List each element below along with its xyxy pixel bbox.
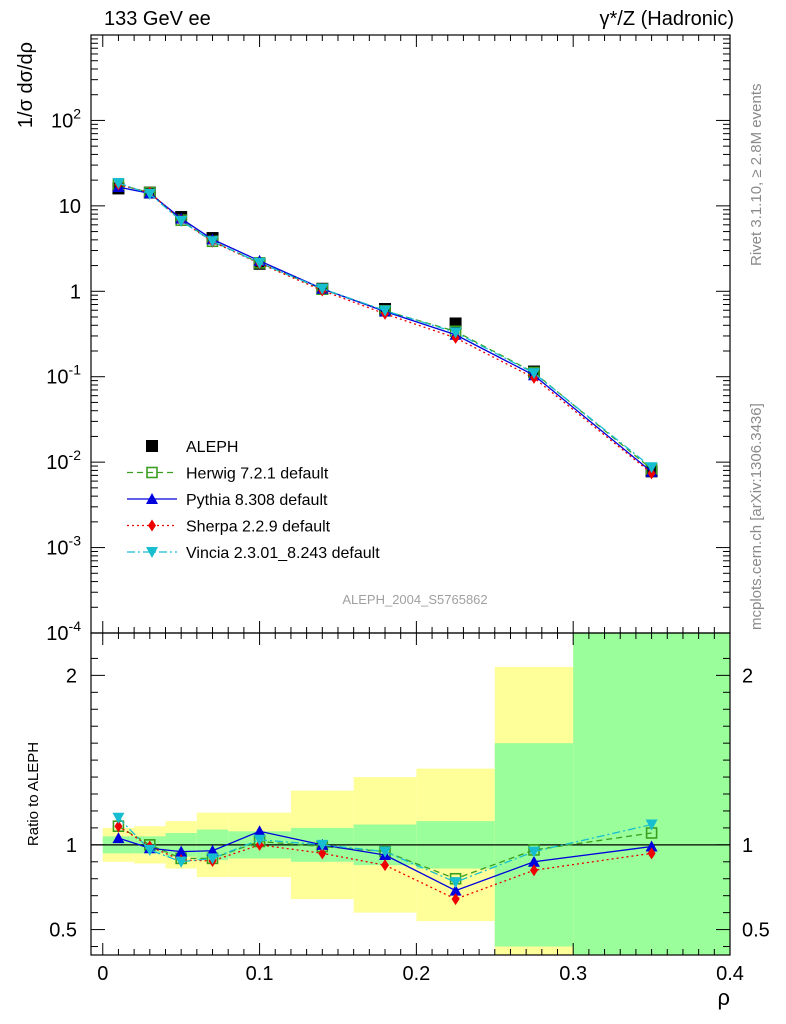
ratio-data-point (647, 847, 656, 860)
ratio-data-point (112, 832, 125, 844)
ratio-y-tick-label: 1 (66, 835, 77, 857)
ratio-data-point (206, 844, 219, 856)
y-tick-label: 10-3 (46, 533, 81, 560)
y-tick-label: 10-2 (46, 447, 81, 474)
ratio-data-point (451, 893, 460, 906)
ratio-data-point (114, 820, 123, 833)
main-data-point (647, 467, 656, 480)
ratio-data-point (253, 834, 266, 846)
ratio-data-point (175, 845, 188, 857)
y-tick-exponent: -3 (69, 533, 82, 549)
ratio-y-tick-label-right: 2 (742, 665, 753, 687)
legend-marker (146, 493, 158, 504)
main-data-point (143, 188, 156, 200)
ratio-data-point (527, 855, 540, 867)
main-data-point (316, 283, 329, 295)
axes-layer: 0 0.1 0.2 0.3 0.4ρ 10-4 10-3 10-2 10-1 1 10 102 1/σ … (15, 34, 770, 1010)
ratio-y-tick-label: 0.5 (49, 920, 77, 942)
ratio-y-tick-label-right: 1 (742, 835, 753, 857)
main-data-point (253, 257, 266, 269)
main-plot-frame (90, 34, 731, 634)
main-data-point (206, 236, 219, 248)
y-axis-label-ratio: Ratio to ALEPH (25, 742, 42, 846)
y-tick-exponent: -2 (69, 447, 82, 463)
ratio-data-point (379, 846, 392, 858)
stat-uncertainty-band-9 (573, 633, 730, 955)
header-right-label: γ*/Z (Hadronic) (599, 8, 734, 30)
y-tick-label: 102 (51, 105, 81, 132)
ratio-series-line (118, 830, 652, 892)
legend-marker (146, 440, 158, 452)
legend-label: ALEPH (186, 439, 238, 456)
series-layer (112, 178, 658, 906)
x-tick-label: 0.1 (246, 963, 274, 985)
y-tick-label: 1 (70, 281, 81, 303)
main-series-4 (112, 178, 658, 474)
x-tick-label: 0 (97, 963, 108, 985)
ratio-data-point (316, 839, 329, 851)
ratio-data-point (143, 844, 156, 856)
ratio-y-tick-label-right: 0.5 (742, 920, 770, 942)
header-left-label: 133 GeV ee (104, 8, 211, 30)
legend: ALEPH Herwig 7.2.1 default Pythia 8.308 de… (127, 439, 380, 562)
y-tick-exponent: -1 (69, 362, 82, 378)
y-axis-label-main: 1/σ dσ/dρ (15, 42, 37, 128)
x-tick-label: 0.4 (716, 963, 744, 985)
ratio-data-point (112, 812, 125, 824)
legend-marker (148, 519, 156, 532)
ratio-data-point (253, 825, 266, 837)
legend-label: Pythia 8.308 default (186, 492, 328, 509)
main-series-line (118, 183, 653, 470)
main-data-point (175, 215, 188, 227)
y-tick-label: 10 (59, 196, 81, 218)
main-series-line (118, 182, 653, 468)
main-series-1 (112, 178, 658, 475)
ratio-data-point (449, 884, 462, 896)
analysis-watermark: ALEPH_2004_S5765862 (342, 592, 487, 607)
main-data-point (112, 178, 125, 190)
ratio-data-point (175, 856, 188, 868)
main-data-point (449, 327, 462, 339)
ratio-data-point (527, 846, 540, 858)
x-axis-label: ρ (717, 985, 730, 1010)
y-tick-exponent: -4 (69, 618, 82, 634)
main-series-line (118, 186, 653, 473)
ratio-data-point (318, 847, 327, 860)
main-series-line (118, 183, 653, 474)
ratio-y-tick-label: 2 (66, 665, 77, 687)
ratio-data-point (206, 853, 219, 865)
main-data-point (645, 462, 658, 474)
ratio-series-3 (112, 812, 658, 889)
ratio-series-line (117, 817, 652, 883)
x-tick-label: 0.2 (402, 963, 430, 985)
ratio-series-1 (112, 825, 658, 896)
main-series-2 (112, 181, 658, 477)
legend-label: Sherpa 2.2.9 default (186, 519, 331, 536)
main-series-3 (114, 178, 656, 480)
legend-marker (146, 466, 158, 479)
legend-label: Herwig 7.2.1 default (186, 466, 329, 483)
ratio-uncertainty-bands (102, 633, 730, 955)
main-data-point (527, 368, 540, 380)
ratio-data-point (645, 819, 658, 831)
ratio-data-point (645, 840, 658, 852)
ratio-data-point (529, 864, 538, 877)
main-data-point (379, 305, 392, 317)
x-tick-label: 0.3 (559, 963, 587, 985)
legend-marker (146, 547, 158, 558)
ratio-data-point (381, 859, 390, 872)
legend-label: Vincia 2.3.01_8.243 default (186, 545, 380, 562)
y-tick-label: 10-1 (46, 362, 81, 389)
y-tick-label: 10-4 (46, 618, 81, 645)
y-tick-exponent: 2 (73, 105, 81, 121)
ratio-series-line (118, 825, 652, 880)
ratio-data-point (449, 877, 462, 889)
